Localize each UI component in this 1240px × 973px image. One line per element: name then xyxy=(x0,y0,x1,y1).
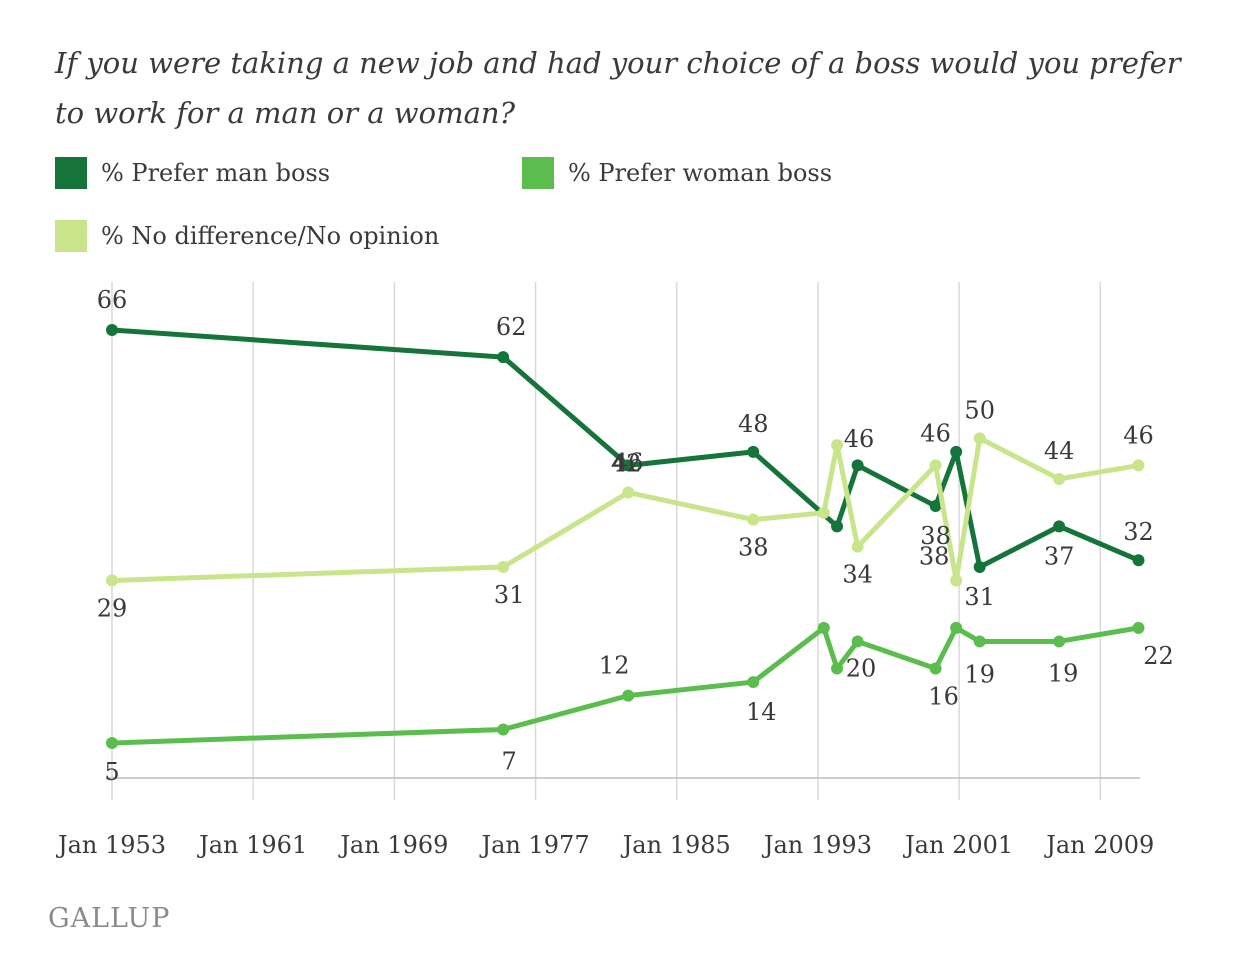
legend-swatch-woman-boss xyxy=(522,157,554,189)
x-tick-label: Jan 1977 xyxy=(479,831,590,859)
data-point xyxy=(622,689,635,702)
data-point xyxy=(950,574,963,587)
data-point xyxy=(1132,621,1145,634)
data-point xyxy=(831,439,844,452)
data-point xyxy=(1132,554,1145,567)
series-line xyxy=(111,625,1139,746)
legend-swatch-no-difference xyxy=(55,220,87,252)
data-point xyxy=(929,459,942,472)
legend-label-man-boss: % Prefer man boss xyxy=(101,159,331,187)
data-label: 46 xyxy=(1123,421,1154,449)
data-label: 46 xyxy=(844,425,875,453)
x-tick-label: Jan 1993 xyxy=(761,831,872,859)
data-point xyxy=(1053,520,1066,533)
data-point xyxy=(817,506,830,519)
legend-item-woman-boss: % Prefer woman boss xyxy=(522,157,832,189)
legend-label-woman-boss: % Prefer woman boss xyxy=(568,159,833,187)
data-label: 31 xyxy=(964,583,995,611)
data-point xyxy=(1053,472,1066,485)
data-point xyxy=(747,445,760,458)
data-point xyxy=(497,560,510,573)
data-label: 46 xyxy=(920,419,951,447)
data-label: 50 xyxy=(964,396,995,424)
data-point xyxy=(851,540,864,553)
data-label: 44 xyxy=(1044,437,1075,465)
data-point xyxy=(106,574,118,587)
data-label: 20 xyxy=(846,655,877,683)
data-point xyxy=(831,662,844,675)
data-label: 31 xyxy=(494,581,525,609)
data-label: 48 xyxy=(738,410,769,438)
data-point xyxy=(817,621,830,634)
data-point xyxy=(950,445,963,458)
data-label: 34 xyxy=(842,561,873,589)
data-label: 46 xyxy=(613,448,644,476)
chart-title: If you were taking a new job and had you… xyxy=(55,46,1181,130)
data-label: 38 xyxy=(919,543,950,571)
data-label: 38 xyxy=(738,534,769,562)
data-label: 29 xyxy=(97,595,128,623)
data-point xyxy=(929,500,942,513)
data-label: 38 xyxy=(920,522,951,550)
data-label: 22 xyxy=(1143,642,1174,670)
data-label: 42 xyxy=(611,449,642,477)
data-label: 16 xyxy=(928,683,959,711)
data-point xyxy=(831,520,844,533)
x-tick-label: Jan 1985 xyxy=(620,831,731,859)
x-tick-label: Jan 1961 xyxy=(196,831,307,859)
legend-item-no-difference: % No difference/No opinion xyxy=(55,220,439,252)
data-point xyxy=(1132,459,1145,472)
data-point xyxy=(497,351,510,364)
data-point xyxy=(929,662,942,675)
data-point xyxy=(497,723,510,736)
data-point xyxy=(747,676,760,689)
data-point xyxy=(851,459,864,472)
data-label: 66 xyxy=(97,286,128,314)
x-tick-label: Jan 2001 xyxy=(902,831,1013,859)
legend-item-man-boss: % Prefer man boss xyxy=(55,157,330,189)
data-point xyxy=(1053,635,1066,648)
series-line xyxy=(111,435,1139,584)
data-point xyxy=(851,635,864,648)
data-point xyxy=(973,560,986,573)
data-point xyxy=(973,635,986,648)
data-point xyxy=(106,737,118,749)
x-tick-label: Jan 1953 xyxy=(55,831,166,859)
data-point xyxy=(622,486,635,499)
x-tick-label: Jan 1969 xyxy=(337,831,448,859)
data-label: 19 xyxy=(1048,659,1079,687)
data-label: 5 xyxy=(104,758,119,786)
x-tick-label: Jan 2009 xyxy=(1043,831,1154,859)
data-label: 37 xyxy=(1044,542,1075,570)
gallup-logo: GALLUP xyxy=(48,903,171,934)
data-label: 32 xyxy=(1123,518,1154,546)
data-point xyxy=(973,432,986,445)
data-point xyxy=(106,324,118,336)
data-label: 14 xyxy=(746,698,777,726)
data-label: 12 xyxy=(599,652,630,680)
data-label: 62 xyxy=(496,313,527,341)
data-point xyxy=(950,621,963,634)
data-point xyxy=(747,513,760,526)
data-point xyxy=(622,459,635,472)
legend-label-no-difference: % No difference/No opinion xyxy=(101,222,440,250)
legend-swatch-man-boss xyxy=(55,157,87,189)
data-label: 7 xyxy=(502,747,517,775)
data-label: 19 xyxy=(964,660,995,688)
